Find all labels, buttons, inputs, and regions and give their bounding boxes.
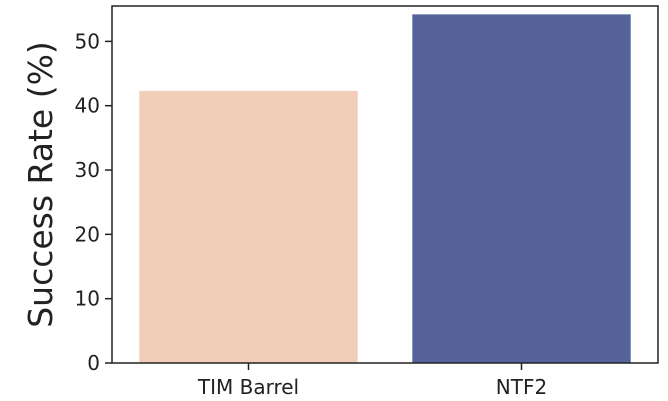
y-tick-label: 50 xyxy=(75,29,100,53)
x-tick-label: TIM Barrel xyxy=(197,375,299,399)
y-tick-label: 10 xyxy=(75,287,100,311)
bars xyxy=(139,14,631,364)
y-tick-label: 0 xyxy=(87,351,100,375)
y-axis: 0 10 20 30 40 50 xyxy=(75,29,112,375)
axes-frame xyxy=(111,5,659,364)
x-tick-label: NTF2 xyxy=(496,375,547,399)
x-axis: TIM Barrel NTF2 xyxy=(197,363,547,399)
y-tick-label: 40 xyxy=(75,94,100,118)
bar-ntf2 xyxy=(412,14,631,364)
bar-tim-barrel xyxy=(139,90,358,363)
y-tick-label: 20 xyxy=(75,222,100,246)
y-axis-label: Success Rate (%) xyxy=(21,41,60,328)
y-tick-label: 30 xyxy=(75,158,100,182)
